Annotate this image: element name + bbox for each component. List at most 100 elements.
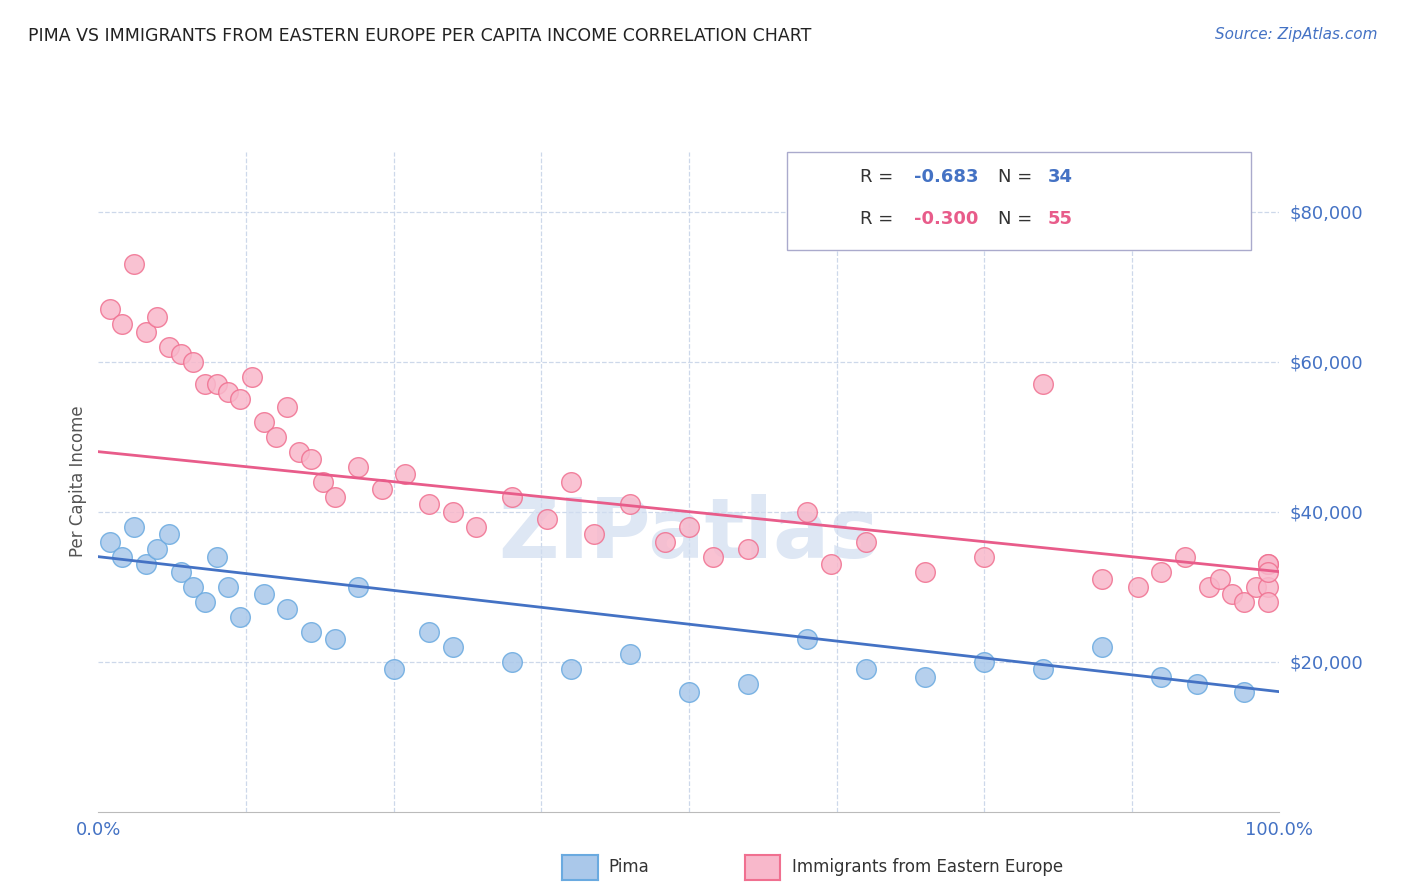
- Text: PIMA VS IMMIGRANTS FROM EASTERN EUROPE PER CAPITA INCOME CORRELATION CHART: PIMA VS IMMIGRANTS FROM EASTERN EUROPE P…: [28, 27, 811, 45]
- Text: Immigrants from Eastern Europe: Immigrants from Eastern Europe: [792, 858, 1063, 876]
- Point: [796, 632, 818, 647]
- Point: [217, 580, 239, 594]
- Point: [111, 317, 134, 331]
- Point: [441, 640, 464, 654]
- Point: [583, 527, 606, 541]
- Point: [796, 505, 818, 519]
- Point: [1233, 595, 1256, 609]
- Point: [1174, 549, 1197, 564]
- Point: [288, 444, 311, 458]
- Point: [855, 534, 877, 549]
- Point: [382, 662, 405, 676]
- Point: [122, 519, 145, 533]
- Point: [299, 452, 322, 467]
- Text: ZIPatlas: ZIPatlas: [499, 494, 879, 575]
- Text: R =: R =: [860, 168, 900, 186]
- Point: [1257, 580, 1279, 594]
- Point: [276, 400, 298, 414]
- Point: [560, 662, 582, 676]
- Point: [973, 655, 995, 669]
- Text: Source: ZipAtlas.com: Source: ZipAtlas.com: [1215, 27, 1378, 42]
- Point: [146, 310, 169, 324]
- Point: [1257, 595, 1279, 609]
- Point: [678, 519, 700, 533]
- Point: [371, 482, 394, 496]
- Point: [181, 580, 204, 594]
- Point: [654, 534, 676, 549]
- Point: [418, 497, 440, 511]
- Point: [501, 490, 523, 504]
- Point: [501, 655, 523, 669]
- Point: [560, 475, 582, 489]
- Point: [170, 565, 193, 579]
- Point: [418, 624, 440, 639]
- Text: -0.300: -0.300: [914, 210, 979, 227]
- Point: [157, 527, 180, 541]
- Point: [1185, 677, 1208, 691]
- Point: [146, 542, 169, 557]
- Point: [1257, 565, 1279, 579]
- Point: [181, 354, 204, 368]
- Point: [441, 505, 464, 519]
- Point: [914, 565, 936, 579]
- Point: [737, 542, 759, 557]
- Point: [737, 677, 759, 691]
- Point: [1257, 557, 1279, 572]
- Point: [1032, 377, 1054, 392]
- Point: [1198, 580, 1220, 594]
- Point: [253, 587, 276, 601]
- Point: [347, 459, 370, 474]
- Point: [157, 340, 180, 354]
- Text: 55: 55: [1047, 210, 1073, 227]
- Point: [1233, 684, 1256, 698]
- Point: [678, 684, 700, 698]
- Point: [194, 377, 217, 392]
- Point: [914, 670, 936, 684]
- Point: [702, 549, 724, 564]
- Point: [135, 325, 157, 339]
- Point: [820, 557, 842, 572]
- Point: [312, 475, 335, 489]
- Point: [323, 632, 346, 647]
- Point: [111, 549, 134, 564]
- Text: N =: N =: [998, 210, 1038, 227]
- Point: [1257, 557, 1279, 572]
- Point: [299, 624, 322, 639]
- Point: [217, 384, 239, 399]
- Point: [229, 392, 252, 407]
- Point: [1150, 670, 1173, 684]
- Point: [253, 415, 276, 429]
- Point: [240, 369, 263, 384]
- Point: [1244, 580, 1267, 594]
- Point: [98, 534, 121, 549]
- Point: [536, 512, 558, 526]
- Text: N =: N =: [998, 168, 1038, 186]
- Point: [1091, 640, 1114, 654]
- Text: 34: 34: [1047, 168, 1073, 186]
- Point: [619, 647, 641, 661]
- Point: [170, 347, 193, 361]
- Point: [1209, 572, 1232, 586]
- Text: R =: R =: [860, 210, 900, 227]
- Point: [98, 302, 121, 317]
- Point: [973, 549, 995, 564]
- Point: [1150, 565, 1173, 579]
- Point: [465, 519, 488, 533]
- Point: [394, 467, 416, 482]
- Text: -0.683: -0.683: [914, 168, 979, 186]
- Point: [205, 549, 228, 564]
- Text: Pima: Pima: [609, 858, 650, 876]
- Point: [855, 662, 877, 676]
- Point: [323, 490, 346, 504]
- Point: [229, 609, 252, 624]
- Point: [276, 602, 298, 616]
- Point: [194, 595, 217, 609]
- Y-axis label: Per Capita Income: Per Capita Income: [69, 406, 87, 558]
- Point: [347, 580, 370, 594]
- Point: [264, 430, 287, 444]
- Point: [122, 257, 145, 271]
- Point: [1126, 580, 1149, 594]
- Point: [1091, 572, 1114, 586]
- Point: [135, 557, 157, 572]
- Point: [1220, 587, 1243, 601]
